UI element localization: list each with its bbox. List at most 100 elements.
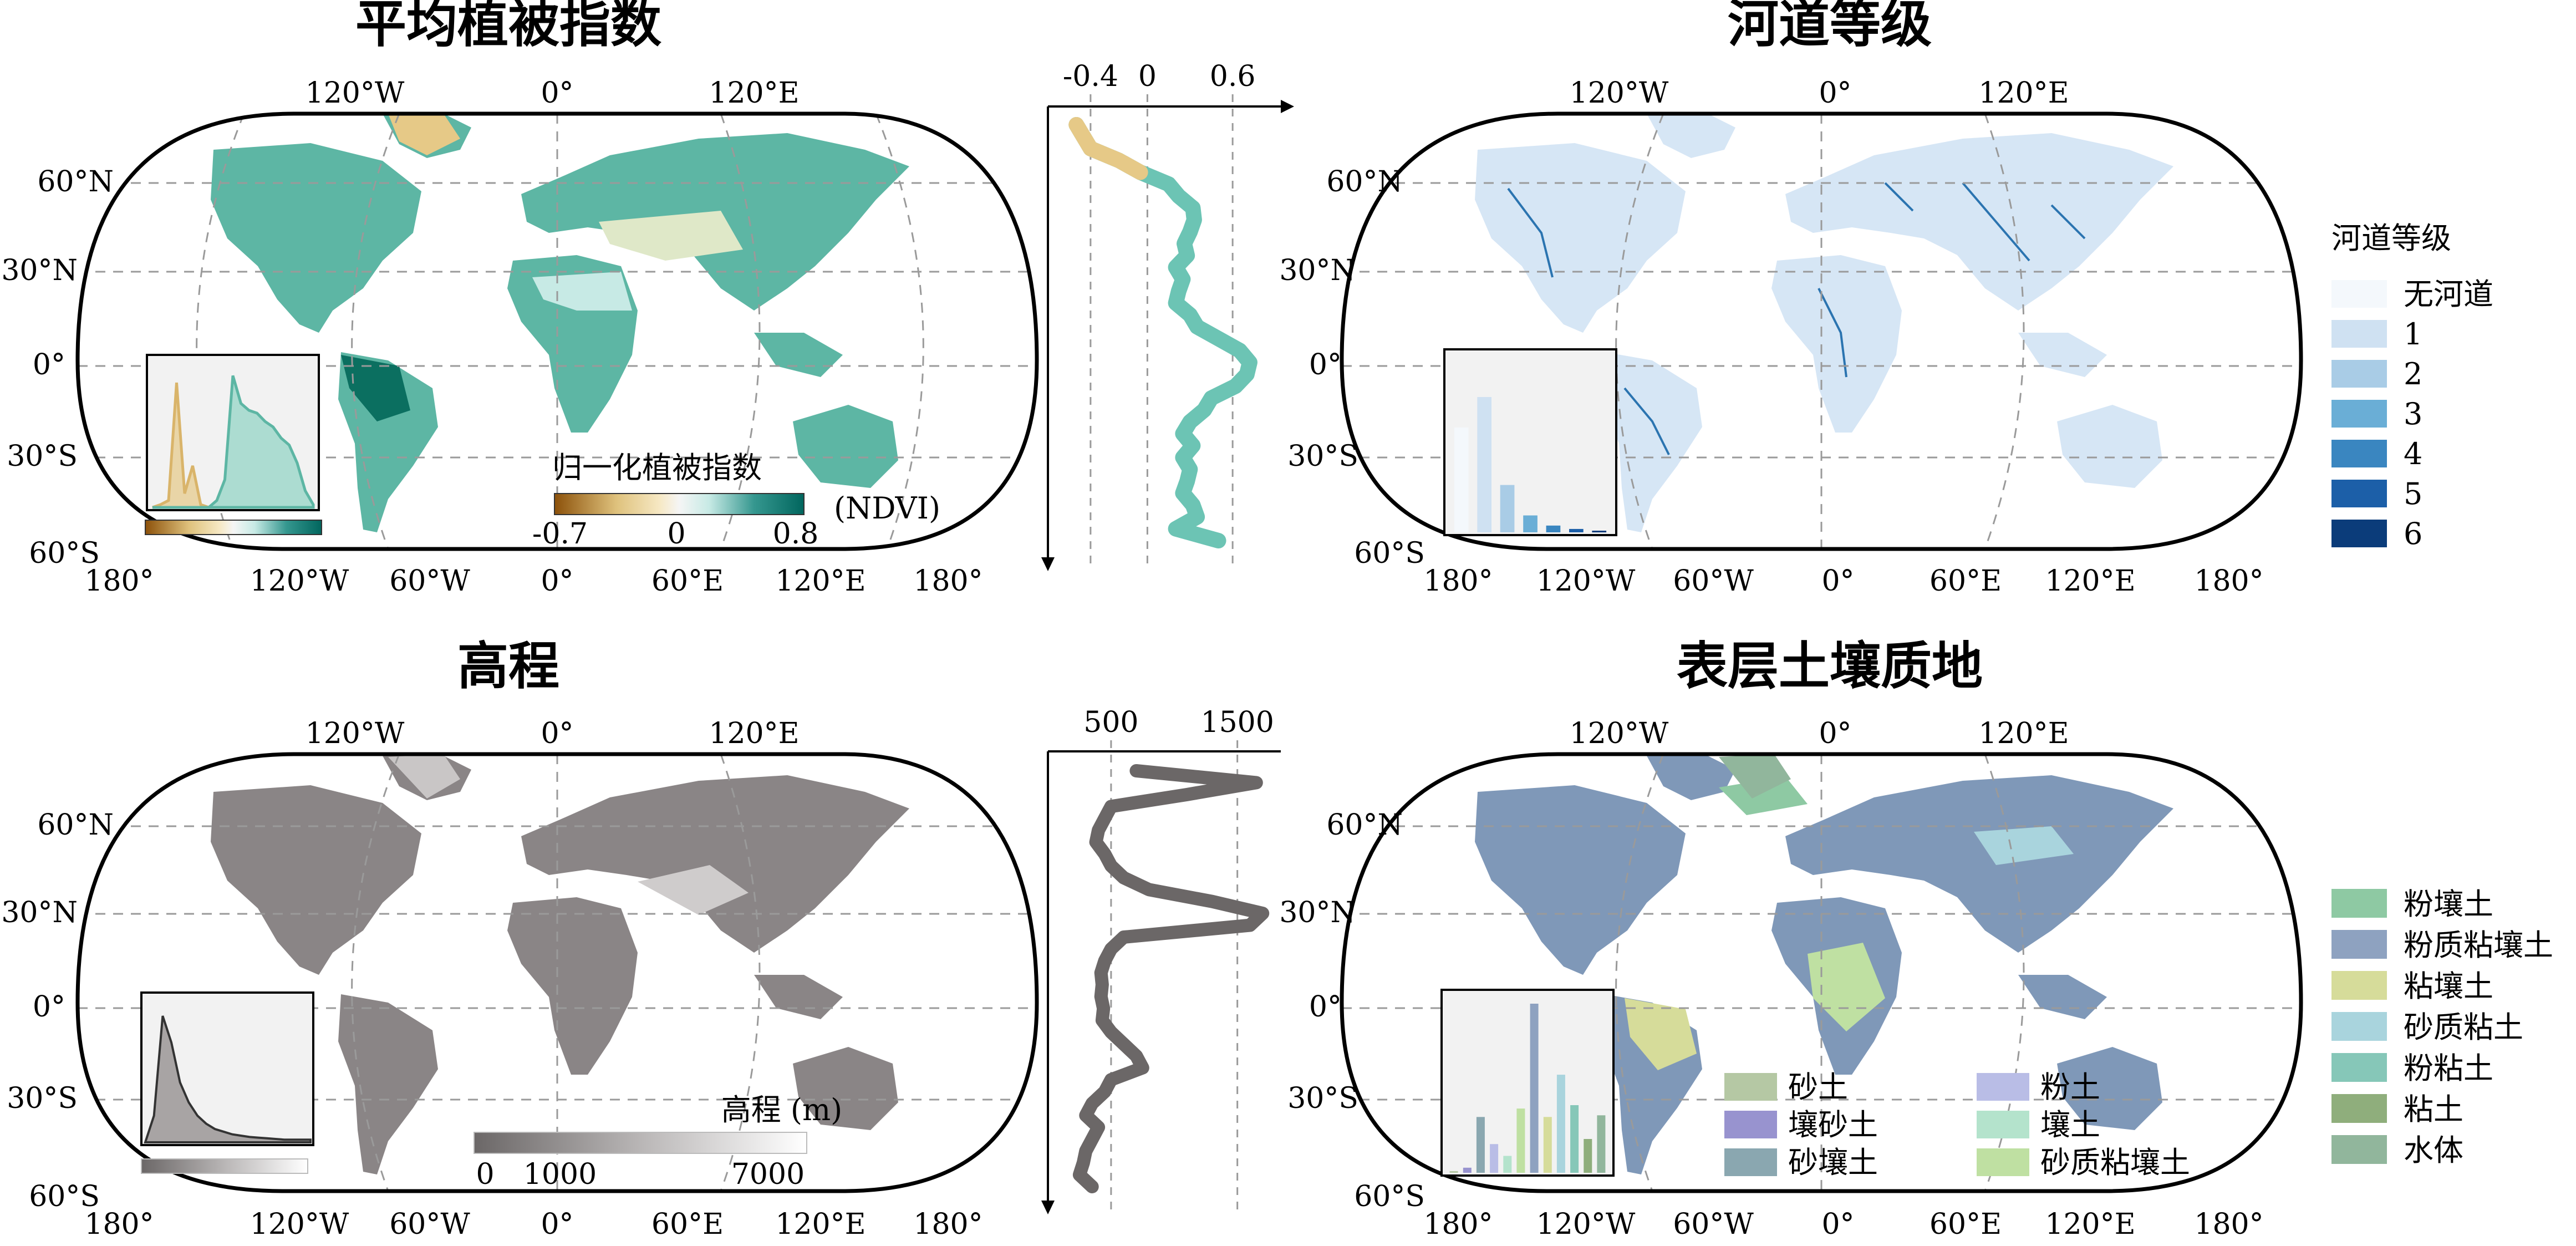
river-ticks: 120°W 0° 120°E 180° 120°W 60°W 0° 60°E 1… <box>1279 77 2263 598</box>
elev-tick-bottom-120e: 120°E <box>775 1208 866 1241</box>
ndvi-colorbar-title: 归一化植被指数 <box>552 450 762 485</box>
soil-inner-legend-label: 壤土 <box>2040 1107 2100 1142</box>
tick-bottom-180e: 180° <box>913 564 982 598</box>
river-histogram-bar <box>1546 525 1561 532</box>
elev-profile-tick-label: 1500 <box>1200 706 1274 739</box>
river-legend-swatch <box>2331 360 2387 388</box>
soil-tick-left-30n: 30°N <box>1279 896 1356 929</box>
river-tick-bottom-180e: 180° <box>2194 564 2263 598</box>
soil-legend-label: 粉粘土 <box>2404 1051 2493 1086</box>
river-tick-left-0: 0° <box>1309 348 1342 382</box>
ndvi-histogram-marks <box>152 375 315 509</box>
elevation-map-frame <box>75 752 1039 1193</box>
ndvi-colorbar-unit: (NDVI) <box>834 491 940 526</box>
elev-profile-tick-label: 500 <box>1083 706 1138 739</box>
ndvi-colorbar-min: -0.7 <box>532 517 588 551</box>
soil-histogram-bar <box>1570 1105 1579 1173</box>
soil-legend-label: 粘土 <box>2404 1092 2463 1127</box>
river-tick-bottom-180: 180° <box>1423 564 1493 598</box>
tick-bottom-60e: 60°E <box>651 564 724 598</box>
tick-left-30n: 30°N <box>1 254 78 287</box>
soil-legend-swatch <box>2331 930 2387 959</box>
river-tick-bottom-60e: 60°E <box>1930 564 2002 598</box>
soil-tick-left-60n: 60°N <box>1326 808 1403 842</box>
river-panel: 河道等级 120°W 0° 120°E 180° 120°W 60°W 0° 6… <box>1279 0 2493 598</box>
river-legend-label: 6 <box>2404 516 2422 551</box>
elevation-histogram-marks <box>144 1015 312 1143</box>
river-histogram-bar <box>1569 528 1584 532</box>
elevation-panel: 高程 120°W 0° 120°E 180° 120°W 60°W 0° 60°… <box>1 636 1039 1241</box>
river-histogram-bar <box>1523 515 1538 532</box>
soil-legend-label: 粉壤土 <box>2404 887 2493 922</box>
elev-tick-left-30n: 30°N <box>1 896 78 929</box>
soil-histogram-bar <box>1463 1167 1472 1173</box>
ndvi-panel: 平均植被指数 120°W 0° 120°E 180° 120°W 60°W 0°… <box>1 0 1039 598</box>
river-histogram-bar <box>1454 427 1469 532</box>
tick-top-0: 0° <box>541 77 573 110</box>
river-legend-label: 无河道 <box>2404 277 2493 312</box>
soil-tick-bottom-60e: 60°E <box>1930 1208 2002 1241</box>
river-histogram-bar <box>1592 531 1607 533</box>
tick-left-60n: 60°N <box>37 165 114 199</box>
soil-histogram-bar <box>1584 1139 1592 1173</box>
soil-legend-swatch <box>2331 889 2387 918</box>
river-legend: 无河道 1 2 3 4 5 6 <box>2331 277 2493 551</box>
river-legend-swatch <box>2331 440 2387 467</box>
river-legend-swatch <box>2331 320 2387 348</box>
soil-tick-bottom-120w: 120°W <box>1536 1208 1636 1241</box>
river-legend-label: 5 <box>2404 476 2422 511</box>
soil-panel: 表层土壤质地 120°W 0° 120°E 180° 120°W 60°W 0°… <box>1279 636 2553 1241</box>
soil-histogram-bar <box>1476 1117 1485 1173</box>
river-tick-left-30s: 30°S <box>1287 440 1358 473</box>
tick-bottom-0: 0° <box>541 564 573 598</box>
elev-tick-top-120e: 120°E <box>709 717 799 750</box>
soil-inner-legend-swatch <box>1977 1111 2029 1138</box>
ndvi-colorbar-max: 0.8 <box>773 517 819 551</box>
ndvi-profile-tick-label: -0.4 <box>1063 60 1118 93</box>
elev-tick-left-0: 0° <box>33 990 65 1024</box>
river-tick-bottom-60w: 60°W <box>1673 564 1754 598</box>
elev-tick-left-60n: 60°N <box>37 808 114 842</box>
ndvi-ticks: 120°W 0° 120°E 180° 120°W 60°W 0° 60°E 1… <box>1 77 982 598</box>
river-tick-left-30n: 30°N <box>1279 254 1356 287</box>
river-title: 河道等级 <box>1728 0 1932 54</box>
river-legend-swatch <box>2331 480 2387 507</box>
river-histogram-bar <box>1477 397 1491 532</box>
elevation-colorbar-max: 7000 <box>731 1158 805 1191</box>
soil-histogram-bar <box>1530 1004 1539 1173</box>
soil-inner-legend-label: 砂质粘壤土 <box>2040 1145 2190 1180</box>
elev-tick-bottom-180: 180° <box>84 1208 154 1241</box>
ndvi-colorbar-mid: 0 <box>667 517 685 551</box>
soil-inner-legend-swatch <box>1977 1073 2029 1101</box>
river-legend-label: 2 <box>2404 357 2422 391</box>
river-tick-left-60s: 60°S <box>1354 537 1425 570</box>
soil-tick-bottom-60w: 60°W <box>1673 1208 1754 1241</box>
tick-top-120w: 120°W <box>306 77 405 110</box>
tick-bottom-120e: 120°E <box>775 564 866 598</box>
soil-gridlines <box>1342 754 2301 1191</box>
soil-tick-top-0: 0° <box>1819 717 1851 750</box>
tick-top-120e: 120°E <box>709 77 799 110</box>
river-tick-bottom-0: 0° <box>1821 564 1854 598</box>
elevation-colorbar-title: 高程 (m) <box>721 1092 843 1127</box>
elevation-colorbar-min: 0 <box>476 1158 494 1191</box>
elev-tick-left-60s: 60°S <box>29 1180 100 1213</box>
ndvi-inset-colorbar <box>145 520 322 535</box>
tick-left-30s: 30°S <box>7 440 78 473</box>
tick-bottom-120w: 120°W <box>250 564 349 598</box>
ndvi-title: 平均植被指数 <box>355 0 661 54</box>
elevation-ticks: 120°W 0° 120°E 180° 120°W 60°W 0° 60°E 1… <box>1 717 982 1241</box>
elevation-colorbar <box>474 1132 807 1154</box>
soil-inner-legend-label: 砂壤土 <box>1788 1145 1878 1180</box>
elev-tick-bottom-60w: 60°W <box>389 1208 470 1241</box>
soil-histogram-bar <box>1503 1156 1512 1173</box>
river-tick-top-120e: 120°E <box>1978 77 2069 110</box>
elevation-title: 高程 <box>457 636 559 696</box>
soil-tick-left-60s: 60°S <box>1354 1180 1425 1213</box>
soil-tick-bottom-180e: 180° <box>2194 1208 2263 1241</box>
elevation-density-area <box>144 1015 312 1143</box>
elevation-inset-colorbar <box>141 1158 308 1174</box>
